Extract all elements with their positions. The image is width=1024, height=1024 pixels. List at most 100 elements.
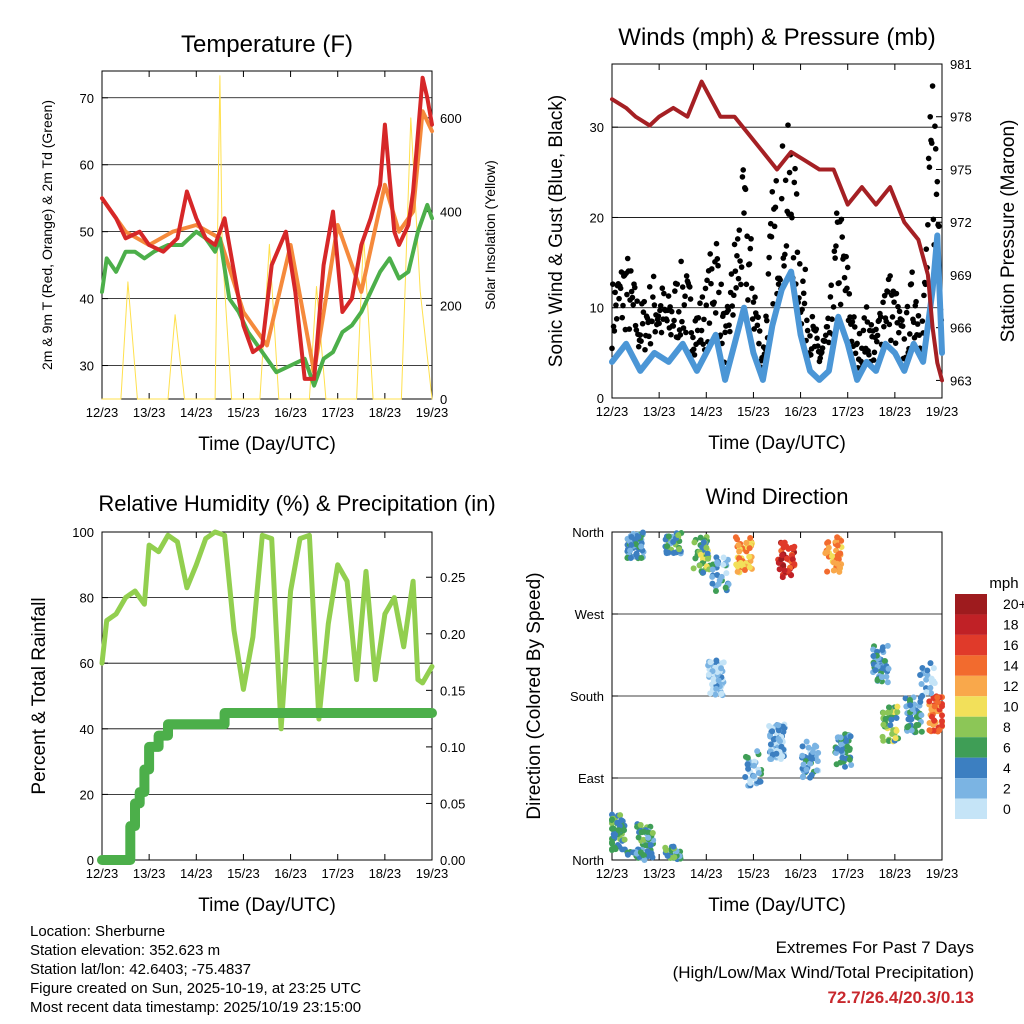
gust-point	[701, 316, 707, 323]
direction-point	[779, 552, 786, 559]
gust-point	[756, 328, 763, 334]
direction-point	[645, 834, 652, 841]
direction-point	[836, 564, 843, 571]
direction-point	[649, 830, 656, 837]
direction-point	[789, 556, 796, 563]
colorbar-label: 20+	[1003, 596, 1024, 612]
gust-point	[923, 246, 930, 252]
x-tick-label: 12/23	[596, 404, 629, 419]
direction-point	[638, 543, 645, 550]
direction-point	[879, 646, 886, 653]
gust-point	[632, 322, 639, 329]
direction-point	[770, 736, 777, 743]
direction-point	[746, 553, 753, 560]
x-tick-label: 18/23	[369, 405, 402, 420]
direction-point	[627, 554, 634, 561]
direction-points	[609, 529, 945, 863]
x-tick-label: 17/23	[321, 405, 354, 420]
direction-point	[628, 541, 635, 548]
direction-point	[718, 690, 725, 697]
direction-point	[709, 566, 716, 573]
gust-point	[740, 167, 747, 173]
gust-point	[838, 216, 845, 223]
y2-tick-label: 969	[950, 268, 972, 283]
gust-point	[888, 337, 894, 344]
direction-point	[621, 836, 628, 843]
y-tick-label: West	[575, 607, 605, 622]
gust-point	[629, 294, 636, 301]
gust-point	[936, 223, 942, 230]
gust-point	[770, 301, 776, 307]
gust-point	[930, 216, 937, 223]
gust-point	[755, 314, 761, 321]
direction-point	[714, 559, 721, 566]
direction-point	[892, 735, 899, 742]
x-tick-label: 19/23	[926, 866, 959, 881]
direction-point	[837, 734, 844, 741]
gust-point	[638, 338, 644, 344]
gust-point	[904, 303, 911, 310]
gust-point	[713, 240, 720, 247]
direction-point	[808, 755, 815, 762]
gust-point	[716, 289, 722, 296]
direction-point	[927, 660, 934, 667]
gust-point	[712, 310, 719, 316]
direction-point	[744, 754, 751, 761]
y2-tick-label: 0.25	[440, 570, 465, 585]
gust-point	[919, 318, 926, 324]
gust-point	[739, 174, 746, 180]
series-line-rh	[99, 529, 435, 732]
gust-point	[833, 210, 840, 216]
direction-point	[904, 724, 911, 731]
direction-point	[675, 532, 682, 539]
direction-point	[939, 722, 945, 729]
gust-point	[694, 327, 701, 334]
colorbar-label: 4	[1003, 760, 1011, 776]
direction-point	[751, 762, 758, 769]
y-tick-label: 20	[80, 787, 94, 802]
gust-point	[748, 236, 754, 242]
colorbar-swatch	[955, 594, 987, 615]
gust-point	[742, 186, 749, 193]
y-tick-label: 30	[590, 120, 604, 135]
direction-point	[777, 756, 784, 763]
direction-point	[834, 534, 841, 541]
colorbar-label: 12	[1003, 678, 1019, 694]
gust-point	[934, 178, 941, 185]
gust-point	[887, 273, 893, 279]
x-tick-label: 12/23	[86, 866, 119, 881]
direction-point	[690, 565, 697, 572]
panel-temperature	[101, 70, 433, 400]
gust-point	[681, 302, 688, 308]
series-line-9m-t	[100, 109, 434, 375]
direction-point	[711, 678, 718, 685]
direction-point	[776, 566, 783, 573]
gust-point	[767, 220, 774, 227]
y-tick-label: 40	[80, 292, 94, 307]
direction-point	[884, 709, 891, 716]
gust-point	[743, 281, 750, 288]
y2-tick-label: 972	[950, 215, 972, 230]
gust-point	[925, 155, 932, 162]
gust-point	[831, 248, 838, 255]
gust-point	[915, 312, 922, 319]
gust-point	[746, 261, 753, 267]
direction-point	[648, 850, 655, 857]
direction-point	[917, 672, 924, 679]
direction-point	[824, 568, 831, 575]
direction-point	[714, 669, 721, 676]
colorbar-swatch	[955, 614, 987, 635]
direction-point	[799, 743, 806, 750]
gust-point	[640, 309, 647, 315]
gust-point	[678, 258, 684, 265]
gust-point	[668, 331, 674, 338]
y2-tick-label: 963	[950, 373, 972, 388]
direction-point	[736, 555, 743, 562]
x-tick-label: 15/23	[227, 866, 260, 881]
gust-point	[804, 317, 810, 324]
gust-point	[914, 321, 921, 327]
direction-point	[676, 546, 683, 553]
direction-point	[700, 569, 707, 576]
gust-point	[624, 291, 630, 298]
gust-point	[892, 340, 899, 346]
